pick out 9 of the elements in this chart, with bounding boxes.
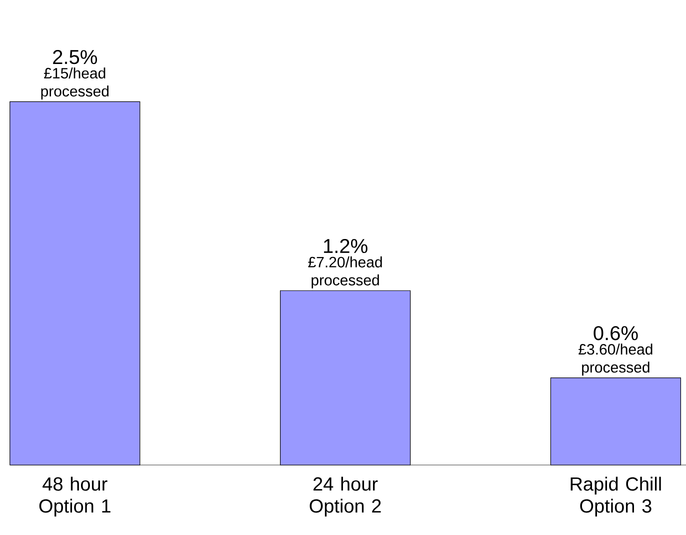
x-tick-label: Rapid Chill Option 3	[570, 476, 661, 516]
annotation: £3.60/head processed	[578, 344, 652, 376]
data-label: 1.2%	[324, 238, 368, 254]
x-tick-label: 48 hour Option 1	[39, 476, 110, 516]
data-label: 0.6%	[594, 326, 638, 340]
data-label: 2.5%	[53, 50, 97, 64]
annotation: £7.20/head processed	[308, 256, 382, 288]
x-tick-label: 24 hour Option 2	[310, 476, 381, 516]
annotation: £15/head processed	[41, 68, 109, 100]
